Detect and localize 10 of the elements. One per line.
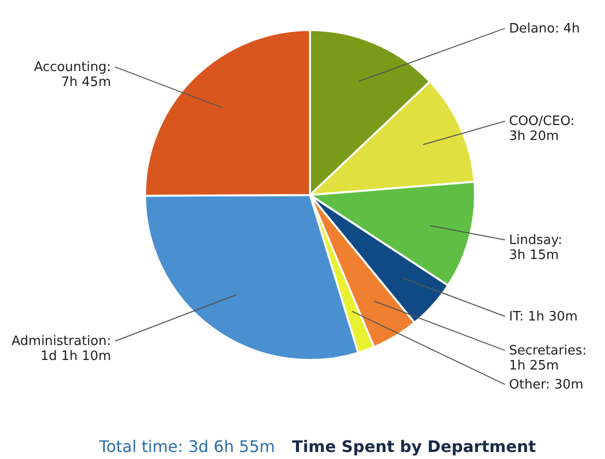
slice-label: Delano: 4h <box>509 21 580 36</box>
text: Time Spent by Department <box>292 437 536 456</box>
text: Total time: 3d 6h 55m <box>98 437 275 456</box>
slice-label: Accounting: 7h 45m <box>34 60 111 90</box>
slice-label: Other: 30m <box>509 377 584 392</box>
slice-label: Secretaries: 1h 25m <box>509 343 587 374</box>
slice-label: IT: 1h 30m <box>509 309 578 324</box>
slice-label: Lindsay: 3h 15m <box>509 232 562 263</box>
slice-label: COO/CEO: 3h 20m <box>509 114 575 144</box>
slice-label: Administration: 1d 1h 10m <box>11 334 111 364</box>
